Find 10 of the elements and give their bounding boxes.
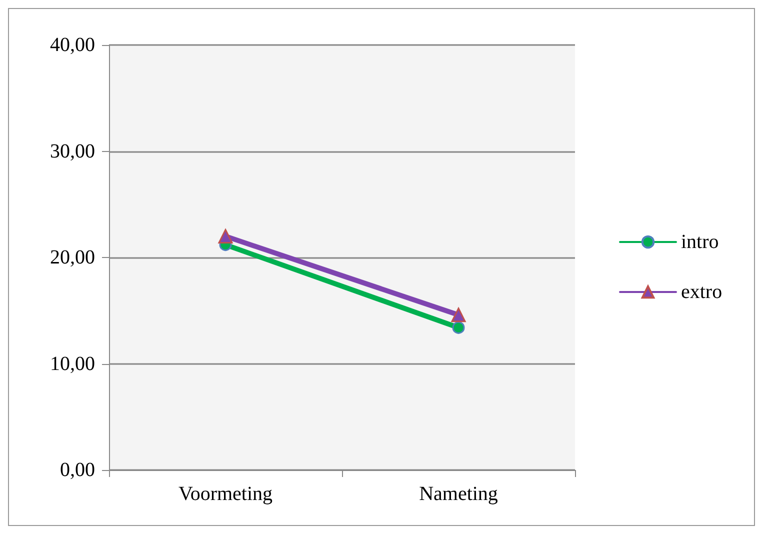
x-tick-label: Nameting	[419, 483, 498, 505]
y-tick-label: 30,00	[50, 140, 95, 162]
y-tick-label: 20,00	[50, 246, 95, 268]
y-tick-label: 10,00	[50, 352, 95, 375]
x-tick-label: Voormeting	[178, 483, 273, 505]
point	[452, 321, 465, 334]
legend-label: intro	[681, 231, 719, 253]
y-tick-label: 0,00	[60, 459, 95, 481]
legend-label: extro	[681, 281, 722, 303]
y-tick-label: 40,00	[50, 34, 95, 56]
